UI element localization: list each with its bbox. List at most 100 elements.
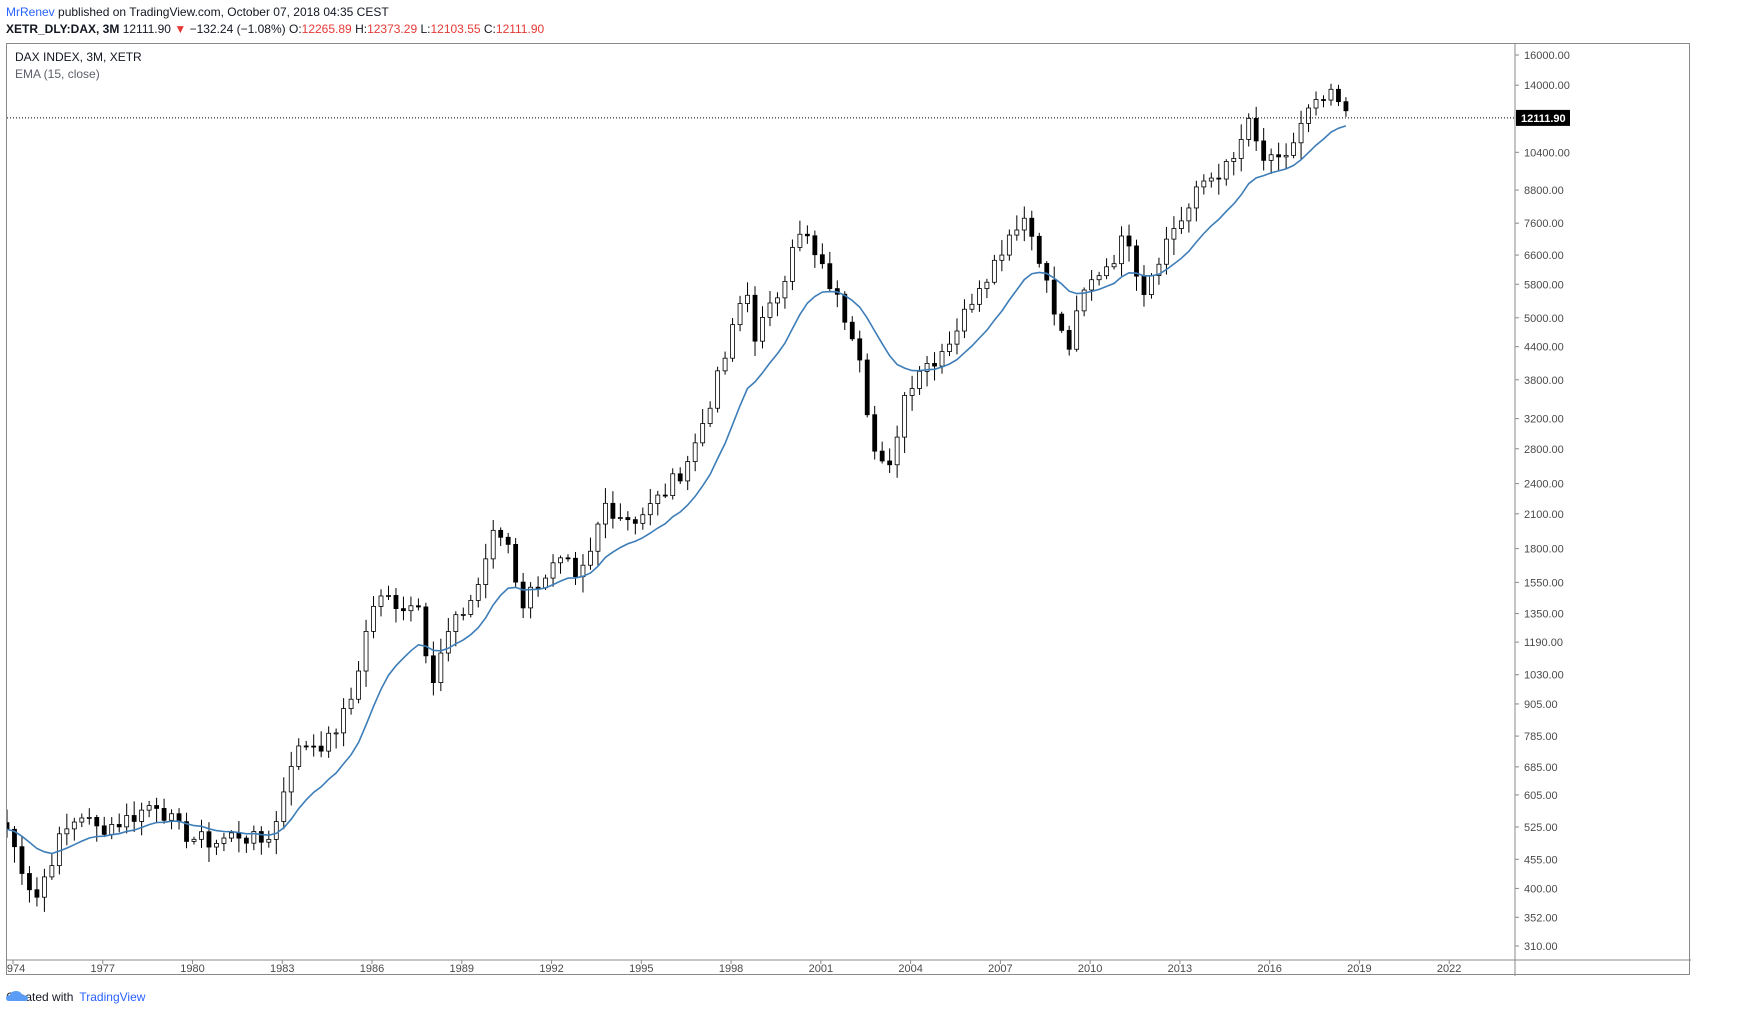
- candle-up: [468, 600, 474, 615]
- candle-up: [1164, 238, 1169, 265]
- candle-up: [991, 259, 997, 283]
- x-tick-label: 1989: [450, 963, 474, 975]
- candle-down: [401, 608, 406, 612]
- candle-up: [386, 595, 391, 597]
- candle-down: [752, 294, 758, 342]
- candlestick-chart[interactable]: DAX INDEX, 3M, XETR EMA (15, close) 310.…: [7, 44, 1691, 976]
- candle-up: [288, 766, 294, 793]
- x-tick-label: 1995: [629, 963, 653, 975]
- candle-down: [1059, 313, 1065, 331]
- candle-down: [1029, 217, 1035, 237]
- y-tick-label: 1030.00: [1524, 670, 1564, 682]
- candle-down: [393, 595, 399, 610]
- candle-up: [199, 831, 204, 840]
- y-tick-label: 2100.00: [1524, 509, 1564, 521]
- candle-down: [520, 581, 526, 609]
- candle-down: [1321, 99, 1326, 101]
- author-link[interactable]: MrRenev: [6, 5, 55, 19]
- candle-down: [131, 815, 137, 822]
- high-value: 12373.29: [367, 22, 418, 36]
- candle-down: [423, 606, 429, 657]
- candle-down: [243, 837, 249, 844]
- candle-up: [790, 247, 795, 282]
- candle-up: [363, 630, 369, 672]
- candle-down: [12, 828, 17, 848]
- candle-up: [139, 809, 145, 822]
- y-tick-label: 1350.00: [1524, 609, 1564, 621]
- candle-up: [71, 821, 77, 830]
- candle-down: [258, 831, 264, 843]
- candle-up: [1178, 220, 1184, 229]
- candle-down: [513, 543, 519, 583]
- candle-up: [251, 831, 257, 844]
- y-tick-label: 6600.00: [1524, 250, 1564, 262]
- candle-down: [632, 519, 638, 524]
- candle-up: [647, 503, 653, 516]
- candle-down: [535, 586, 541, 589]
- candle-up: [1313, 99, 1319, 109]
- candle-down: [236, 832, 242, 839]
- candle-down: [1051, 279, 1057, 315]
- candle-up: [595, 523, 601, 552]
- y-tick-label: 5000.00: [1524, 313, 1564, 325]
- candle-up: [670, 473, 676, 496]
- y-tick-label: 1550.00: [1524, 577, 1564, 589]
- y-tick-label: 905.00: [1524, 699, 1558, 711]
- candle-down: [610, 502, 616, 519]
- footer: Created with TradingView: [6, 990, 145, 1004]
- candle-down: [1336, 88, 1341, 103]
- candle-up: [490, 529, 496, 560]
- candle-up: [42, 876, 47, 898]
- x-tick-label: 1986: [360, 963, 384, 975]
- last-price: 12111.90: [122, 22, 171, 36]
- candle-up: [737, 303, 743, 326]
- candle-up: [909, 388, 915, 396]
- candle-up: [984, 281, 990, 289]
- y-tick-label: 5800.00: [1524, 279, 1564, 291]
- candle-up: [326, 732, 332, 752]
- chart-panel[interactable]: DAX INDEX, 3M, XETR EMA (15, close) 310.…: [6, 43, 1691, 976]
- publish-text: published on TradingView.com, October 07…: [58, 5, 389, 19]
- candle-up: [453, 614, 459, 632]
- candle-down: [1276, 154, 1282, 158]
- candle-up: [49, 865, 55, 878]
- y-tick-label: 16000.00: [1524, 50, 1570, 62]
- tradingview-link[interactable]: TradingView: [79, 990, 146, 1004]
- candle-up: [1208, 177, 1214, 182]
- y-tick-label: 2800.00: [1524, 444, 1564, 456]
- candle-down: [27, 873, 32, 891]
- candle-up: [445, 631, 451, 654]
- candle-down: [1066, 330, 1072, 350]
- x-tick-label: 1980: [180, 963, 204, 975]
- symbol-ohlc-line: XETR_DLY:DAX, 3M 12111.90 ▼ −132.24 (−1.…: [6, 22, 544, 36]
- candle-up: [408, 605, 414, 612]
- candle-up: [79, 817, 85, 823]
- y-tick-label: 310.00: [1524, 941, 1558, 953]
- candle-up: [1246, 117, 1252, 140]
- candle-down: [311, 745, 317, 748]
- down-arrow-icon: ▼: [174, 22, 187, 36]
- candle-up: [1238, 139, 1244, 159]
- candle-up: [146, 805, 152, 811]
- candle-up: [767, 302, 773, 318]
- x-tick-label: 1998: [719, 963, 743, 975]
- x-tick-label: 2019: [1347, 963, 1371, 975]
- candle-down: [1126, 235, 1132, 247]
- candle-up: [954, 330, 960, 345]
- candle-down: [827, 263, 833, 290]
- candle-down: [318, 745, 324, 752]
- candle-up: [700, 423, 706, 444]
- candle-up: [483, 558, 489, 585]
- candle-up: [191, 838, 197, 842]
- close-label: C:: [483, 22, 496, 36]
- open-label: O:: [288, 22, 302, 36]
- candle-up: [1014, 229, 1020, 236]
- y-tick-label: 3200.00: [1524, 414, 1564, 426]
- candle-down: [1044, 263, 1050, 281]
- candle-up: [296, 745, 302, 767]
- candle-up: [1201, 180, 1207, 188]
- candle-up: [1104, 266, 1109, 277]
- candle-down: [1253, 117, 1259, 142]
- candle-down: [573, 557, 578, 578]
- candle-up: [1328, 88, 1334, 101]
